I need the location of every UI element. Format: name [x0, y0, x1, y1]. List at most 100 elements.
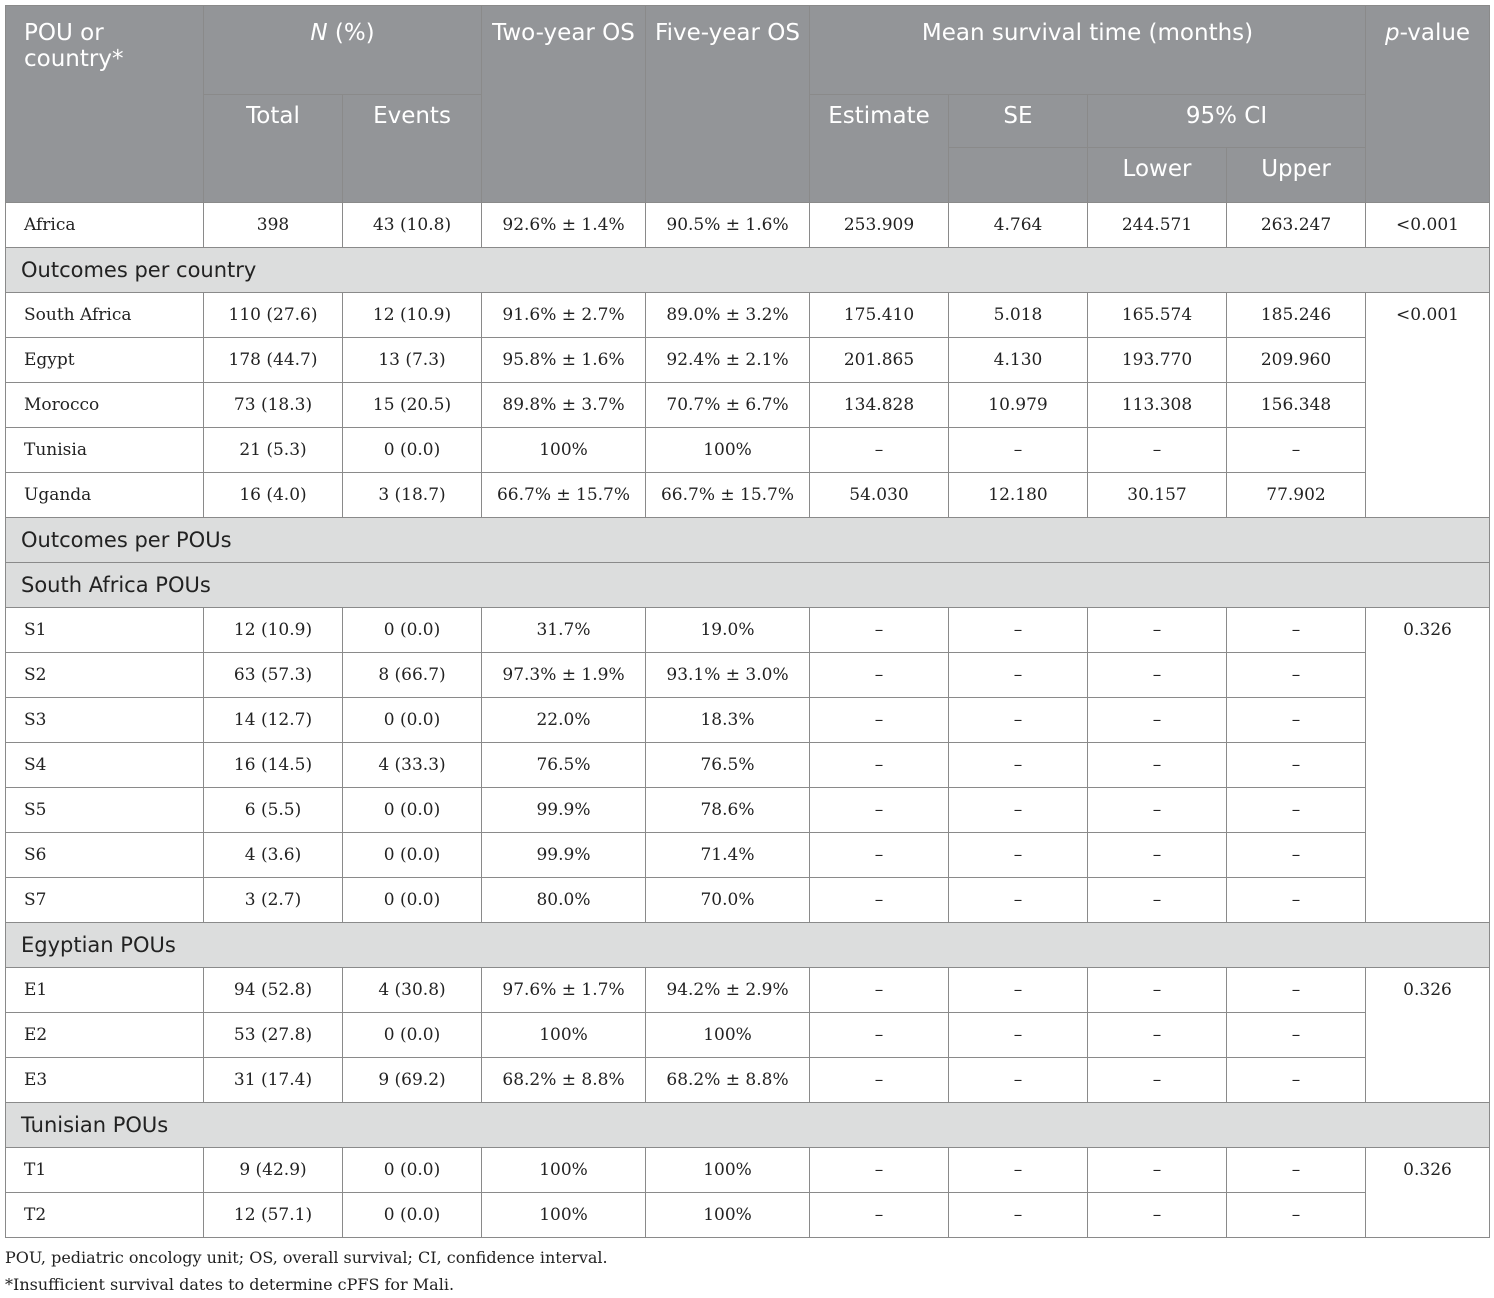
cell-se: –	[948, 1057, 1088, 1103]
cell-upper: –	[1225, 427, 1367, 473]
cell-name: Africa	[5, 202, 204, 248]
cell-two-year: 66.7% ± 15.7%	[481, 472, 646, 518]
table-row: S3 14 (12.7) 0 (0.0) 22.0% 18.3% – – – –	[5, 697, 1490, 743]
cell-pvalue: <0.001	[1365, 292, 1491, 518]
cell-five-year: 68.2% ± 8.8%	[645, 1057, 810, 1103]
cell-events: 13 (7.3)	[342, 337, 482, 383]
cell-lower: 193.770	[1087, 337, 1227, 383]
cell-events: 0 (0.0)	[342, 877, 482, 923]
cell-estimate: 54.030	[809, 472, 949, 518]
header-total: Total	[203, 94, 343, 203]
cell-estimate: –	[809, 697, 949, 743]
cell-name: Morocco	[5, 382, 204, 428]
cell-lower: –	[1087, 1012, 1227, 1058]
cell-se: –	[948, 427, 1088, 473]
section-label: South Africa POUs	[4, 562, 1491, 608]
cell-estimate: –	[809, 787, 949, 833]
cell-name: S6	[5, 832, 204, 878]
cell-two-year: 31.7%	[481, 607, 646, 653]
header-lower: Lower	[1087, 147, 1227, 203]
table-row: T2 12 (57.1) 0 (0.0) 100% 100% – – – –	[5, 1192, 1490, 1238]
cell-events: 0 (0.0)	[342, 787, 482, 833]
cell-se: 5.018	[948, 292, 1088, 338]
cell-total: 110 (27.6)	[203, 292, 343, 338]
cell-two-year: 100%	[481, 1192, 646, 1238]
section-row-south-africa-pous: South Africa POUs	[4, 562, 1491, 608]
header-p-italic: p	[1384, 20, 1400, 46]
cell-name: Uganda	[5, 472, 204, 518]
table-row: E3 31 (17.4) 9 (69.2) 68.2% ± 8.8% 68.2%…	[5, 1057, 1490, 1103]
cell-estimate: –	[809, 877, 949, 923]
section-row-per-pous: Outcomes per POUs	[4, 517, 1491, 563]
cell-five-year: 94.2% ± 2.9%	[645, 967, 810, 1013]
cell-lower: –	[1087, 1057, 1227, 1103]
cell-lower: –	[1087, 652, 1227, 698]
header-p-rest: -value	[1399, 20, 1471, 46]
cell-pvalue: 0.326	[1365, 607, 1491, 923]
cell-name: Tunisia	[5, 427, 204, 473]
cell-two-year: 97.3% ± 1.9%	[481, 652, 646, 698]
table-row: S2 63 (57.3) 8 (66.7) 97.3% ± 1.9% 93.1%…	[5, 652, 1490, 698]
cell-estimate: –	[809, 1147, 949, 1193]
cell-five-year: 70.0%	[645, 877, 810, 923]
cell-se: –	[948, 787, 1088, 833]
cell-name: S2	[5, 652, 204, 698]
cell-events: 0 (0.0)	[342, 427, 482, 473]
cell-se: –	[948, 652, 1088, 698]
cell-se: –	[948, 1192, 1088, 1238]
cell-two-year: 91.6% ± 2.7%	[481, 292, 646, 338]
cell-two-year: 99.9%	[481, 787, 646, 833]
cell-name: S7	[5, 877, 204, 923]
section-label: Tunisian POUs	[4, 1102, 1491, 1148]
cell-upper: –	[1225, 1012, 1367, 1058]
table-row: S5 6 (5.5) 0 (0.0) 99.9% 78.6% – – – –	[5, 787, 1490, 833]
cell-upper: 263.247	[1225, 202, 1367, 248]
cell-estimate: 201.865	[809, 337, 949, 383]
cell-name: S5	[5, 787, 204, 833]
cell-two-year: 68.2% ± 8.8%	[481, 1057, 646, 1103]
section-row-egyptian-pous: Egyptian POUs	[4, 922, 1491, 968]
cell-pvalue: 0.326	[1365, 1147, 1491, 1238]
cell-five-year: 76.5%	[645, 742, 810, 788]
cell-total: 178 (44.7)	[203, 337, 343, 383]
header-pou-country: POU or country*	[5, 5, 204, 203]
cell-pvalue: <0.001	[1365, 202, 1491, 248]
cell-events: 0 (0.0)	[342, 697, 482, 743]
cell-events: 12 (10.9)	[342, 292, 482, 338]
table-container: POU or country* N (%) Two-year OS Five-y…	[4, 5, 1491, 1298]
cell-two-year: 95.8% ± 1.6%	[481, 337, 646, 383]
cell-two-year: 89.8% ± 3.7%	[481, 382, 646, 428]
cell-estimate: –	[809, 1057, 949, 1103]
table-footnotes: POU, pediatric oncology unit; OS, overal…	[5, 1244, 1489, 1298]
cell-name: Egypt	[5, 337, 204, 383]
cell-events: 3 (18.7)	[342, 472, 482, 518]
header-se-blank	[948, 147, 1088, 203]
cell-events: 0 (0.0)	[342, 607, 482, 653]
table-row: S1 12 (10.9) 0 (0.0) 31.7% 19.0% – – – –…	[5, 607, 1491, 923]
cell-total: 16 (4.0)	[203, 472, 343, 518]
cell-upper: 156.348	[1225, 382, 1367, 428]
cell-upper: –	[1225, 787, 1367, 833]
cell-two-year: 100%	[481, 1012, 646, 1058]
table-row: E2 53 (27.8) 0 (0.0) 100% 100% – – – –	[5, 1012, 1490, 1058]
table-row: E1 94 (52.8) 4 (30.8) 97.6% ± 1.7% 94.2%…	[5, 967, 1491, 1103]
table-row: Egypt 178 (44.7) 13 (7.3) 95.8% ± 1.6% 9…	[5, 337, 1490, 383]
cell-total: 398	[203, 202, 343, 248]
header-n-italic: N	[310, 20, 328, 46]
cell-five-year: 71.4%	[645, 832, 810, 878]
cell-pvalue: 0.326	[1365, 967, 1491, 1103]
header-pvalue: p-value	[1365, 5, 1491, 203]
cell-two-year: 97.6% ± 1.7%	[481, 967, 646, 1013]
cell-lower: 244.571	[1087, 202, 1227, 248]
cell-upper: –	[1225, 1192, 1367, 1238]
cell-five-year: 70.7% ± 6.7%	[645, 382, 810, 428]
cell-estimate: –	[809, 652, 949, 698]
cell-five-year: 93.1% ± 3.0%	[645, 652, 810, 698]
cell-upper: –	[1225, 832, 1367, 878]
survival-table: POU or country* N (%) Two-year OS Five-y…	[4, 5, 1491, 1238]
cell-five-year: 92.4% ± 2.1%	[645, 337, 810, 383]
cell-lower: –	[1087, 742, 1227, 788]
table-row-africa: Africa 398 43 (10.8) 92.6% ± 1.4% 90.5% …	[5, 202, 1491, 248]
cell-se: 12.180	[948, 472, 1088, 518]
cell-two-year: 22.0%	[481, 697, 646, 743]
